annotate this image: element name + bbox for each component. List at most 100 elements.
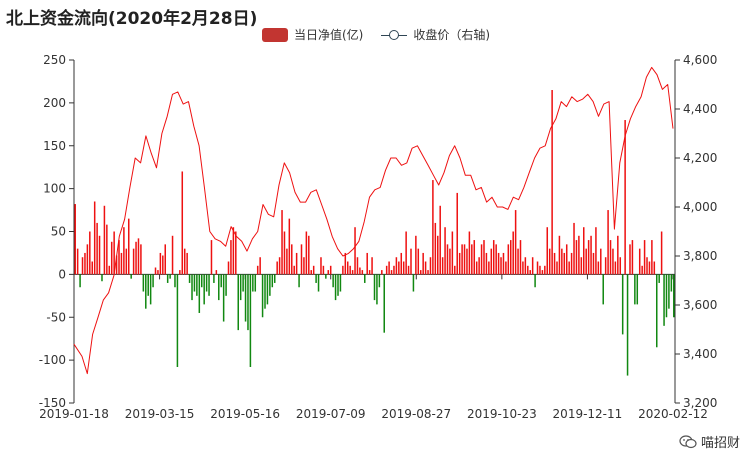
bar[interactable] (497, 252, 500, 275)
bar[interactable] (339, 274, 342, 292)
bar[interactable] (534, 274, 536, 288)
bar[interactable] (656, 274, 658, 348)
bar[interactable] (475, 261, 478, 275)
bar[interactable] (587, 240, 590, 275)
bar[interactable] (575, 240, 578, 275)
bar[interactable] (432, 180, 434, 275)
bar[interactable] (536, 261, 539, 275)
bar[interactable] (127, 218, 130, 275)
bar[interactable] (98, 235, 101, 275)
bar[interactable] (466, 248, 468, 275)
bar[interactable] (383, 274, 385, 333)
bar[interactable] (135, 241, 137, 275)
bar[interactable] (322, 265, 325, 275)
bar[interactable] (264, 274, 266, 309)
bar[interactable] (590, 235, 592, 275)
bar[interactable] (407, 265, 410, 275)
bar[interactable] (629, 244, 631, 275)
bar[interactable] (385, 265, 388, 275)
bar[interactable] (636, 274, 639, 305)
bar[interactable] (553, 252, 556, 275)
bar[interactable] (91, 261, 93, 275)
bar[interactable] (188, 274, 191, 283)
bar[interactable] (517, 248, 519, 275)
bar[interactable] (673, 274, 675, 318)
bar[interactable] (648, 261, 651, 275)
bar[interactable] (283, 231, 286, 275)
bar[interactable] (621, 274, 624, 335)
bar[interactable] (106, 224, 108, 275)
bar[interactable] (368, 270, 371, 275)
bar[interactable] (595, 227, 597, 275)
bar[interactable] (113, 231, 115, 275)
bar[interactable] (483, 240, 485, 275)
bar[interactable] (604, 257, 607, 275)
bar[interactable] (142, 274, 145, 292)
bar[interactable] (354, 227, 356, 275)
bar[interactable] (325, 274, 327, 279)
bar[interactable] (252, 274, 254, 292)
bar[interactable] (286, 248, 288, 275)
bar[interactable] (266, 274, 269, 305)
bar[interactable] (398, 261, 400, 275)
bar[interactable] (651, 240, 653, 275)
bar[interactable] (337, 274, 339, 296)
bar[interactable] (660, 231, 663, 275)
bar[interactable] (612, 248, 614, 275)
bar[interactable] (239, 274, 242, 301)
bar[interactable] (461, 244, 463, 275)
bar[interactable] (646, 257, 648, 275)
bar[interactable] (108, 265, 111, 275)
bar[interactable] (261, 274, 264, 318)
bar[interactable] (220, 274, 222, 288)
bar[interactable] (332, 274, 334, 288)
bar[interactable] (179, 270, 181, 275)
bar[interactable] (230, 240, 232, 275)
bar[interactable] (393, 265, 395, 275)
bar[interactable] (444, 227, 446, 275)
bar[interactable] (200, 274, 203, 288)
bar[interactable] (315, 274, 317, 283)
bar[interactable] (488, 261, 490, 275)
bar[interactable] (670, 274, 673, 292)
bar[interactable] (145, 274, 147, 309)
bar[interactable] (74, 204, 76, 275)
bar[interactable] (663, 274, 665, 326)
bar[interactable] (203, 274, 205, 305)
bar[interactable] (183, 248, 186, 275)
bar[interactable] (346, 261, 349, 275)
bar[interactable] (507, 244, 510, 275)
bar[interactable] (510, 240, 512, 275)
bar[interactable] (93, 201, 96, 275)
bar[interactable] (196, 274, 198, 296)
bar[interactable] (626, 274, 629, 376)
bar[interactable] (81, 257, 84, 275)
bar[interactable] (529, 270, 531, 275)
bar[interactable] (162, 255, 164, 275)
bar[interactable] (198, 274, 201, 313)
bar[interactable] (303, 257, 305, 275)
bar[interactable] (527, 265, 529, 275)
bar[interactable] (159, 252, 162, 275)
bar[interactable] (546, 227, 549, 275)
bar[interactable] (458, 252, 461, 275)
bar[interactable] (558, 235, 561, 275)
bar[interactable] (205, 274, 208, 292)
bar[interactable] (422, 252, 424, 275)
bar[interactable] (361, 270, 364, 275)
bar[interactable] (256, 265, 259, 275)
bar[interactable] (580, 257, 583, 275)
bar[interactable] (390, 270, 393, 275)
bar[interactable] (539, 265, 541, 275)
bar[interactable] (293, 265, 295, 275)
bar[interactable] (259, 257, 261, 275)
bar[interactable] (502, 252, 505, 275)
bar[interactable] (356, 257, 359, 275)
bar[interactable] (568, 261, 570, 275)
bar[interactable] (437, 235, 439, 275)
bar[interactable] (609, 240, 612, 275)
bar[interactable] (668, 274, 670, 309)
bar[interactable] (154, 267, 157, 275)
bar[interactable] (519, 240, 522, 275)
bar[interactable] (624, 120, 626, 275)
